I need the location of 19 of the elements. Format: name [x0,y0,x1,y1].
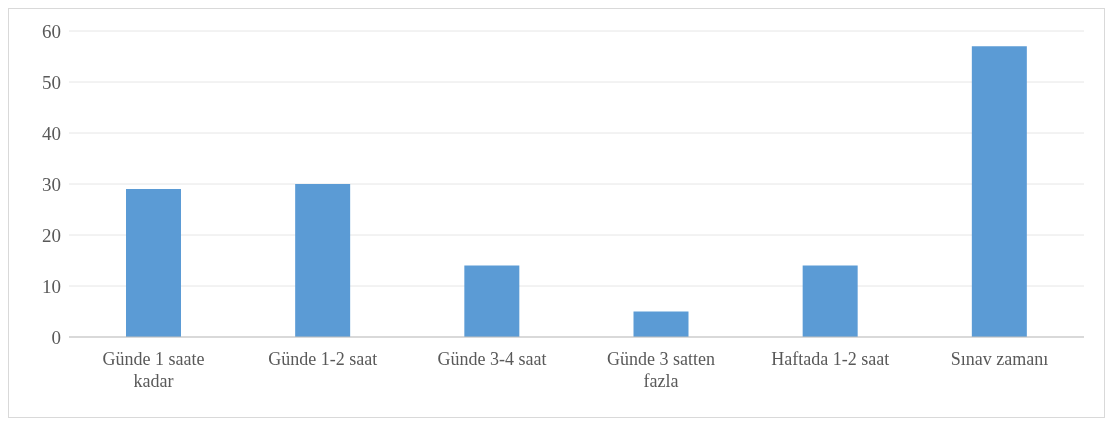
y-tick-label: 40 [42,122,61,144]
bar [802,265,858,337]
x-tick-label: Haftada 1-2 saat [771,349,890,369]
y-tick-label: 60 [42,20,61,42]
x-tick-label: Günde 1-2 saat [268,349,378,369]
y-tick-label: 0 [51,326,61,348]
x-tick-label: Günde 3 satten fazla [607,349,716,391]
bar [633,311,689,337]
bar [126,189,181,337]
bar [295,184,351,337]
y-tick-label: 30 [42,173,61,195]
y-tick-label: 20 [42,224,61,246]
y-tick-label: 10 [42,275,61,297]
bar [971,46,1027,337]
y-tick-label: 50 [42,71,61,93]
bar [464,265,520,337]
x-tick-label: Günde 3-4 saat [437,349,547,369]
x-tick-label: Günde 1 saate kadar [102,349,205,391]
x-tick-label: Sınav zamanı [950,349,1049,369]
